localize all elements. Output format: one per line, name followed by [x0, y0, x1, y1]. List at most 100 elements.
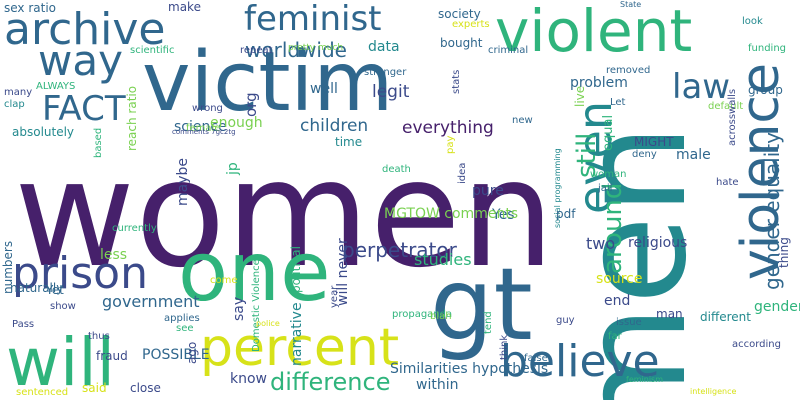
word-feminism: feminism — [626, 375, 664, 384]
word-group: group — [748, 83, 783, 97]
word-end: end — [604, 293, 631, 309]
word-numbers: numbers — [1, 240, 15, 294]
word-law: law — [672, 67, 731, 107]
word-one: one — [178, 225, 331, 320]
word-based: based — [93, 127, 104, 158]
word-see: see — [176, 323, 194, 334]
word-wrong: wrong — [192, 103, 223, 114]
word-hate: hate — [716, 177, 739, 188]
word-scientific: scientific — [130, 45, 175, 56]
word-thus: thus — [88, 331, 110, 342]
word-less: less — [100, 247, 128, 263]
word-far: far — [608, 331, 622, 342]
word-religious: religious — [628, 235, 688, 251]
word-victim: victim — [142, 35, 394, 130]
word-guy: guy — [556, 315, 575, 326]
word-know: know — [230, 371, 267, 387]
word-mgtow-comments: MGTOW comments — [384, 206, 519, 222]
word-around: around — [598, 182, 628, 274]
word-police: police — [256, 319, 280, 328]
word-deny: deny — [632, 149, 657, 160]
word-feminist: feminist — [244, 0, 382, 39]
word-death: death — [382, 164, 411, 175]
word-pure: pure — [472, 183, 504, 199]
word-maybe: maybe — [175, 157, 191, 206]
word-experts: experts — [452, 19, 490, 30]
word-narrative: narrative — [289, 302, 305, 366]
word-source: source — [596, 271, 643, 287]
word-criminal: criminal — [488, 45, 529, 56]
word-repeat: repeat — [240, 45, 273, 56]
word-within: within — [416, 377, 459, 393]
word-false: false — [524, 353, 548, 364]
word-sentenced: sentenced — [16, 387, 69, 398]
word-will: will — [6, 324, 115, 400]
word-applies: applies — [164, 313, 200, 324]
word-way: way — [38, 36, 123, 85]
word-ago: ago — [185, 341, 199, 364]
word-man: man — [656, 307, 683, 321]
word-everything: everything — [402, 118, 494, 138]
word-two: two — [586, 234, 616, 253]
word-always: ALWAYS — [36, 81, 76, 92]
word-make: make — [168, 0, 201, 14]
word-reach-ratio: reach ratio — [125, 85, 139, 151]
word-violent: violent — [495, 0, 693, 65]
word-many: many — [4, 87, 33, 98]
word-yes: Yes — [492, 207, 515, 223]
word-time: time — [335, 135, 363, 149]
word-problem: problem — [570, 75, 628, 91]
word-let: Let — [610, 97, 626, 108]
word-believe: believe — [500, 336, 660, 387]
word-close: close — [130, 381, 161, 395]
word-perpetrator: perpetrator — [342, 238, 457, 262]
word-look: look — [742, 16, 763, 27]
word-tend: tend — [483, 311, 494, 334]
word-jail: jail — [598, 183, 613, 194]
word-studies: studies — [414, 250, 472, 269]
word-woman: woman — [590, 169, 627, 180]
word-equal: equal — [601, 114, 616, 151]
word-possible: POSSIBLE — [142, 347, 210, 363]
word-difference: difference — [270, 368, 391, 396]
word-funding: funding — [748, 43, 787, 54]
word-state: State — [620, 0, 642, 9]
word-political: political — [289, 246, 303, 293]
word-currently: currently — [112, 223, 157, 234]
word-absolutely: absolutely — [12, 125, 75, 139]
word-gt: gt — [430, 246, 533, 363]
word-domestic-violence: Domestic Violence — [251, 259, 262, 352]
word-come: come — [210, 275, 238, 286]
word-blah: blah — [430, 311, 452, 322]
word-worldwide: worldwide — [245, 38, 347, 62]
word-well: well — [310, 81, 338, 97]
word-comments-7gc2tg: comments 7gc2tg — [172, 128, 236, 136]
word-said: said — [82, 381, 107, 395]
word-removed: removed — [606, 65, 651, 76]
word-pdf: pdf — [556, 207, 576, 221]
word-female: female — [186, 123, 221, 134]
word-similarities-hypothesis: Similarities hypothesis — [390, 361, 549, 377]
word-bought: bought — [440, 36, 483, 50]
word-fact: FACT — [42, 89, 126, 129]
word-pass: Pass — [12, 319, 35, 330]
word-data: data — [368, 39, 400, 55]
word-clap: clap — [4, 99, 25, 110]
word-default: default — [708, 101, 744, 112]
word-children: children — [300, 116, 369, 136]
word-live: live — [573, 85, 587, 107]
word-pretty-much: pretty much — [288, 43, 344, 53]
word-show: show — [50, 301, 76, 312]
word-male: male — [676, 147, 711, 163]
word-women: women — [14, 128, 555, 300]
word-gender: gender — [754, 299, 800, 315]
word-legit: legit — [372, 82, 410, 102]
word-say: say — [231, 296, 247, 321]
word-propaganda: propaganda — [392, 309, 453, 320]
word-stats: stats — [451, 69, 462, 94]
word-enough: enough — [210, 115, 263, 131]
word-pay: pay — [445, 135, 456, 154]
word-society: society — [438, 7, 481, 21]
word-different: different — [700, 310, 751, 324]
word-idea: idea — [457, 162, 468, 184]
